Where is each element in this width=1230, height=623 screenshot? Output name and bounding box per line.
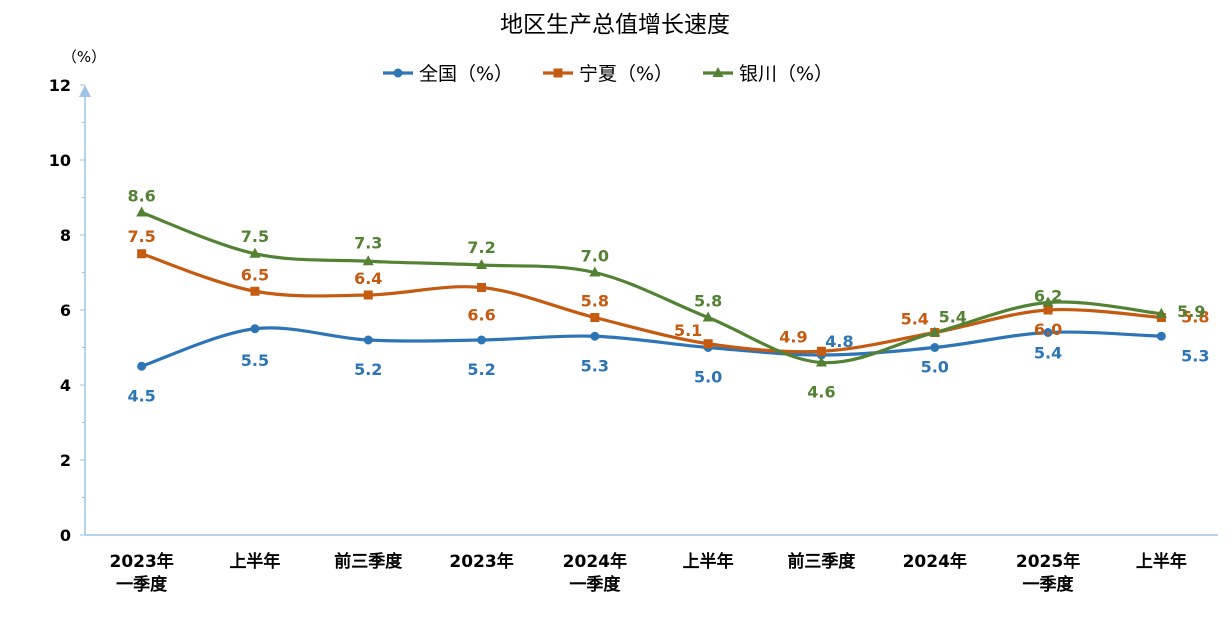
data-label-national: 5.3 (1181, 346, 1209, 365)
marker-yinchuan (589, 266, 601, 277)
data-label-national: 5.5 (241, 351, 269, 370)
marker-yinchuan (1042, 296, 1054, 307)
y-axis-arrow (79, 85, 91, 97)
marker-yinchuan (702, 311, 714, 322)
marker-national (590, 331, 600, 341)
legend: 全国（%） 宁夏（%） 银川（%） (383, 63, 833, 85)
data-label-ningxia: 4.9 (779, 327, 807, 346)
x-tick-label: 上半年 (229, 551, 280, 572)
series-lines (141, 210, 1162, 368)
series-line-ningxia (141, 252, 1162, 354)
marker-yinchuan (815, 356, 827, 367)
y-axis-unit-label: （%） (62, 48, 106, 66)
x-tick-label: 上半年 (1136, 551, 1187, 572)
data-label-ningxia: 7.5 (127, 227, 155, 246)
data-label-yinchuan: 7.3 (354, 233, 382, 252)
data-labels: 4.5 5.5 5.2 5.2 5.3 5.0 4.8 5.0 5.4 5.3 7.5 6.5 6.4 6… (127, 187, 1209, 406)
data-label-ningxia: 6.4 (354, 269, 382, 288)
series-line-national (141, 326, 1162, 368)
data-label-national: 5.2 (467, 360, 495, 379)
data-label-yinchuan: 5.4 (939, 308, 967, 327)
data-label-ningxia: 5.8 (581, 292, 609, 311)
data-label-yinchuan: 8.6 (127, 187, 155, 206)
data-label-national: 5.3 (581, 356, 609, 375)
marker-ningxia (703, 339, 713, 349)
legend-label-ningxia: 宁夏（%） (579, 63, 673, 85)
marker-ningxia (250, 286, 260, 296)
marker-yinchuan (476, 259, 488, 269)
legend-marker-ningxia (553, 68, 563, 78)
x-tick-label: 2023年 (449, 551, 513, 572)
y-tick-label: 8 (60, 226, 71, 245)
legend-marker-national (393, 68, 403, 78)
data-label-yinchuan: 5.8 (694, 292, 722, 311)
marker-yinchuan (929, 326, 941, 337)
data-label-ningxia: 5.8 (1181, 308, 1209, 327)
marker-ningxia (363, 290, 373, 300)
data-label-ningxia: 6.5 (241, 265, 269, 284)
chart-title: 地区生产总值增长速度 (500, 12, 730, 38)
marker-yinchuan (136, 206, 148, 217)
marker-ningxia (1043, 305, 1053, 315)
data-label-national: 5.0 (694, 368, 722, 387)
marker-ningxia (137, 249, 147, 259)
x-tick-label: 2024年 (903, 551, 967, 572)
series-markers (136, 206, 1167, 371)
data-label-yinchuan: 7.5 (241, 227, 269, 246)
marker-national (930, 343, 940, 352)
marker-national (137, 361, 147, 371)
legend-label-national: 全国（%） (419, 63, 513, 85)
y-tick-label: 10 (49, 151, 71, 170)
marker-national (250, 324, 260, 334)
data-label-yinchuan: 6.2 (1034, 287, 1062, 306)
marker-yinchuan (1155, 307, 1167, 318)
axes: 0 2 4 6 8 10 12 2023年一季度 上半年 前三季度 2023年 2024年一季度 上半年… (49, 76, 1218, 595)
data-label-ningxia: 6.0 (1034, 320, 1062, 339)
y-tick-label: 2 (60, 451, 71, 470)
marker-national (1156, 331, 1166, 341)
data-label-national: 5.0 (921, 358, 949, 377)
data-label-yinchuan: 4.6 (807, 383, 835, 402)
series-line-yinchuan (141, 210, 1162, 365)
legend-label-yinchuan: 银川（%） (739, 63, 833, 85)
data-label-ningxia: 5.1 (674, 321, 702, 340)
x-tick-label: 2024年一季度 (563, 551, 627, 595)
data-label-ningxia: 5.4 (901, 310, 929, 329)
marker-ningxia (477, 283, 487, 292)
data-label-national: 4.8 (825, 332, 853, 351)
data-label-ningxia: 6.6 (467, 306, 495, 325)
x-tick-label: 2023年一季度 (109, 551, 173, 595)
y-tick-label: 0 (60, 526, 71, 545)
marker-national (363, 335, 373, 345)
x-tick-label: 2025年一季度 (1016, 551, 1080, 595)
data-label-national: 5.2 (354, 360, 382, 379)
data-label-yinchuan: 5.9 (1177, 302, 1205, 321)
marker-ningxia (816, 346, 826, 356)
x-tick-label: 上半年 (683, 551, 734, 572)
y-tick-label: 12 (49, 76, 71, 95)
y-tick-label: 4 (60, 376, 71, 395)
marker-ningxia (590, 313, 600, 322)
marker-yinchuan (362, 255, 374, 266)
y-tick-label: 6 (60, 301, 71, 320)
marker-national (1043, 328, 1053, 337)
legend-marker-yinchuan (712, 67, 724, 77)
data-label-national: 4.5 (127, 386, 155, 405)
data-label-yinchuan: 7.2 (467, 238, 495, 257)
data-label-yinchuan: 7.0 (581, 247, 609, 266)
data-label-national: 5.4 (1034, 344, 1062, 363)
x-tick-label: 前三季度 (787, 551, 856, 572)
marker-yinchuan (249, 247, 261, 258)
x-tick-label: 前三季度 (334, 551, 403, 572)
marker-national (477, 335, 487, 345)
